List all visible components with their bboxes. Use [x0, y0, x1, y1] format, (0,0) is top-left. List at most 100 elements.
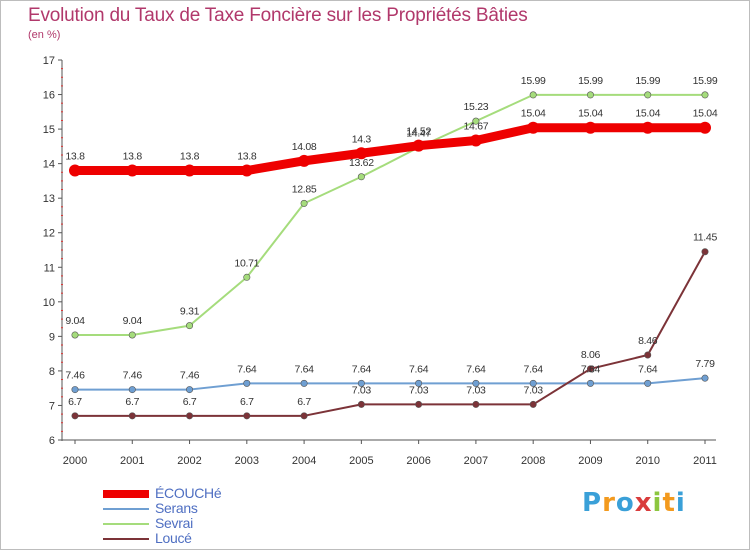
x-tick-label: 2009	[578, 455, 602, 467]
y-tick-label: 14	[43, 159, 55, 171]
data-point	[415, 379, 423, 387]
x-tick-label: 2004	[292, 455, 316, 467]
y-minor-tick	[61, 275, 63, 277]
data-point	[357, 173, 365, 181]
data-point	[529, 379, 537, 387]
x-tick-label: 2010	[635, 455, 659, 467]
y-minor-tick	[61, 137, 63, 139]
y-minor-tick	[61, 258, 63, 260]
data-label: 14.08	[292, 141, 317, 153]
data-point	[71, 331, 79, 339]
data-point	[529, 91, 537, 99]
series-line-1	[74, 377, 706, 391]
x-tick-label: 2000	[63, 455, 87, 467]
data-point	[529, 400, 537, 408]
y-minor-tick	[61, 344, 63, 346]
data-point	[128, 331, 136, 339]
y-tick-label: 6	[49, 435, 55, 447]
data-label: 15.99	[693, 75, 718, 87]
data-label: 7.79	[695, 358, 715, 370]
data-point	[71, 412, 79, 420]
y-minor-tick	[61, 249, 63, 251]
data-label: 8.46	[638, 335, 658, 347]
logo-letter: t	[662, 488, 676, 518]
data-label: 13.62	[349, 157, 374, 169]
logo-letter: i	[675, 488, 686, 518]
data-point	[586, 91, 594, 99]
x-tick-label: 2005	[349, 455, 373, 467]
data-point	[472, 400, 480, 408]
y-minor-tick	[61, 111, 63, 113]
y-minor-tick	[61, 318, 63, 320]
y-minor-tick	[61, 119, 63, 121]
y-minor-tick	[61, 214, 63, 216]
data-point	[472, 117, 480, 125]
y-tick-label: 16	[43, 90, 55, 102]
data-label: 7.64	[524, 363, 544, 375]
data-point	[412, 139, 425, 152]
data-label: 10.71	[234, 257, 259, 269]
data-point	[186, 386, 194, 394]
legend-swatch-serans	[103, 508, 149, 510]
y-minor-tick	[61, 413, 63, 415]
data-point	[527, 121, 540, 134]
legend-swatch-ecouche	[103, 490, 149, 498]
y-minor-tick	[61, 206, 63, 208]
data-point	[128, 412, 136, 420]
data-label: 15.04	[635, 108, 660, 120]
data-label: 13.8	[123, 151, 143, 163]
y-minor-tick	[61, 309, 63, 311]
x-tick-label: 2007	[464, 455, 488, 467]
data-point	[701, 374, 709, 382]
data-point	[298, 154, 311, 167]
legend-label-ecouche: ÉCOUCHé	[155, 485, 222, 501]
data-label: 13.8	[65, 151, 85, 163]
series-line-3	[74, 250, 706, 417]
x-tick-label: 2001	[120, 455, 144, 467]
data-label: 13.8	[180, 151, 200, 163]
data-label: 14.47	[406, 127, 431, 139]
y-tick-label: 13	[43, 193, 55, 205]
data-point	[701, 248, 709, 256]
data-point	[644, 379, 652, 387]
data-label: 8.06	[581, 349, 601, 361]
y-tick-label: 10	[43, 297, 55, 309]
data-point	[357, 400, 365, 408]
data-point	[644, 351, 652, 359]
data-point	[69, 164, 81, 177]
data-point	[469, 134, 482, 147]
data-point	[586, 365, 594, 373]
y-tick-label: 7	[49, 400, 55, 412]
y-minor-tick	[61, 387, 63, 389]
data-point	[357, 379, 365, 387]
data-point	[186, 322, 194, 330]
data-label: 15.04	[521, 108, 546, 120]
chart-title: Evolution du Taux de Taxe Foncière sur l…	[28, 5, 528, 26]
y-tick-label: 12	[43, 228, 55, 240]
y-tick-label: 11	[44, 262, 55, 274]
y-minor-tick	[61, 292, 63, 294]
data-label: 9.04	[123, 315, 143, 327]
legend-label-serans: Serans	[155, 500, 198, 516]
data-label: 7.03	[466, 384, 486, 396]
y-minor-tick	[61, 189, 63, 191]
data-point	[355, 147, 368, 160]
data-point	[240, 164, 253, 177]
data-point	[243, 273, 251, 281]
legend-swatch-louce	[103, 538, 149, 540]
legend-swatch-sevrai	[103, 523, 149, 525]
data-point	[586, 379, 594, 387]
y-minor-tick	[61, 379, 63, 381]
logo-letter: i	[652, 488, 663, 518]
data-point	[183, 164, 196, 177]
series-line-0	[70, 123, 710, 176]
data-label: 7.03	[409, 384, 429, 396]
data-label: 7.46	[123, 370, 143, 382]
x-tick-label: 2011	[693, 455, 717, 467]
data-label: 7.64	[581, 363, 601, 375]
data-label: 13.8	[237, 151, 257, 163]
data-point	[300, 412, 308, 420]
data-label: 15.99	[578, 75, 603, 87]
y-minor-tick	[61, 284, 63, 286]
